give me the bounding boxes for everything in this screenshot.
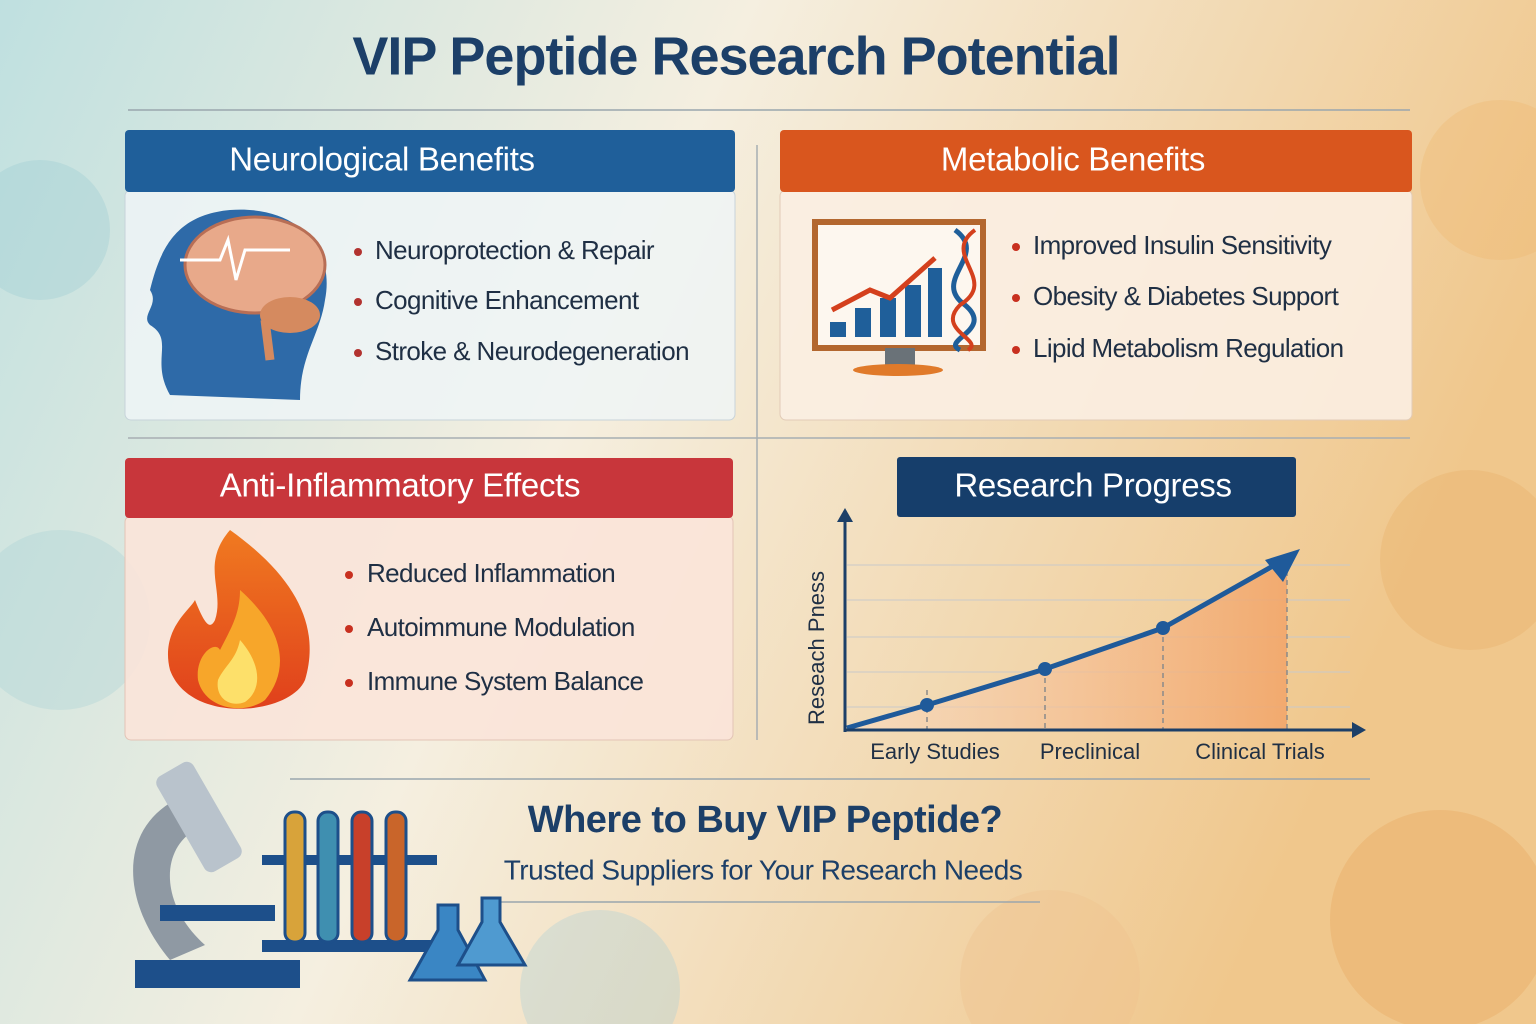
benefit-item: Lipid Metabolism Regulation [1033, 333, 1343, 363]
progress-title: Research Progress [954, 467, 1231, 504]
panel-header [125, 130, 735, 192]
page-title: VIP Peptide Research Potential [352, 26, 1119, 86]
panel-title: Anti-Inflammatory Effects [220, 467, 581, 504]
panel-title: Metabolic Benefits [941, 141, 1205, 178]
progress-arrowhead [1265, 549, 1300, 582]
cell-decor [0, 100, 1536, 1024]
bullet [1012, 294, 1020, 302]
progress-point [920, 698, 934, 712]
footer-heading: Where to Buy VIP Peptide? [528, 799, 1003, 841]
bullet [345, 625, 353, 633]
panel-header [780, 130, 1412, 192]
progress-area [847, 562, 1287, 730]
panel-title: Neurological Benefits [229, 141, 535, 178]
brain-icon [147, 209, 327, 400]
benefit-item: Autoimmune Modulation [367, 612, 635, 642]
benefit-item: Improved Insulin Sensitivity [1033, 230, 1332, 260]
stage-label: Early Studies [870, 739, 1000, 764]
benefit-item: Obesity & Diabetes Support [1033, 281, 1340, 311]
flame-icon [167, 530, 310, 709]
footer-subheading: Trusted Suppliers for Your Research Need… [504, 854, 1023, 885]
progress-header [897, 457, 1296, 517]
benefit-item: Immune System Balance [367, 666, 644, 696]
x-arrow [1352, 722, 1366, 738]
bullet [345, 571, 353, 579]
y-axis-label: Reseach Pness [804, 571, 829, 725]
bullet [1012, 346, 1020, 354]
benefit-item: Reduced Inflammation [367, 558, 615, 588]
benefit-item: Neuroprotection & Repair [375, 235, 655, 265]
y-arrow [837, 508, 853, 522]
lab-illustration [133, 761, 528, 988]
benefit-item: Stroke & Neurodegeneration [375, 336, 689, 366]
panel-header [125, 458, 733, 518]
stage-label: Preclinical [1040, 739, 1140, 764]
progress-point [1038, 662, 1052, 676]
chart-icon [812, 219, 986, 376]
bullet [354, 248, 362, 256]
bullet [345, 679, 353, 687]
bullet [1012, 243, 1020, 251]
progress-point [1156, 621, 1170, 635]
benefit-item: Cognitive Enhancement [375, 285, 640, 315]
bullet [354, 298, 362, 306]
stage-label: Clinical Trials [1195, 739, 1325, 764]
bullet [354, 349, 362, 357]
